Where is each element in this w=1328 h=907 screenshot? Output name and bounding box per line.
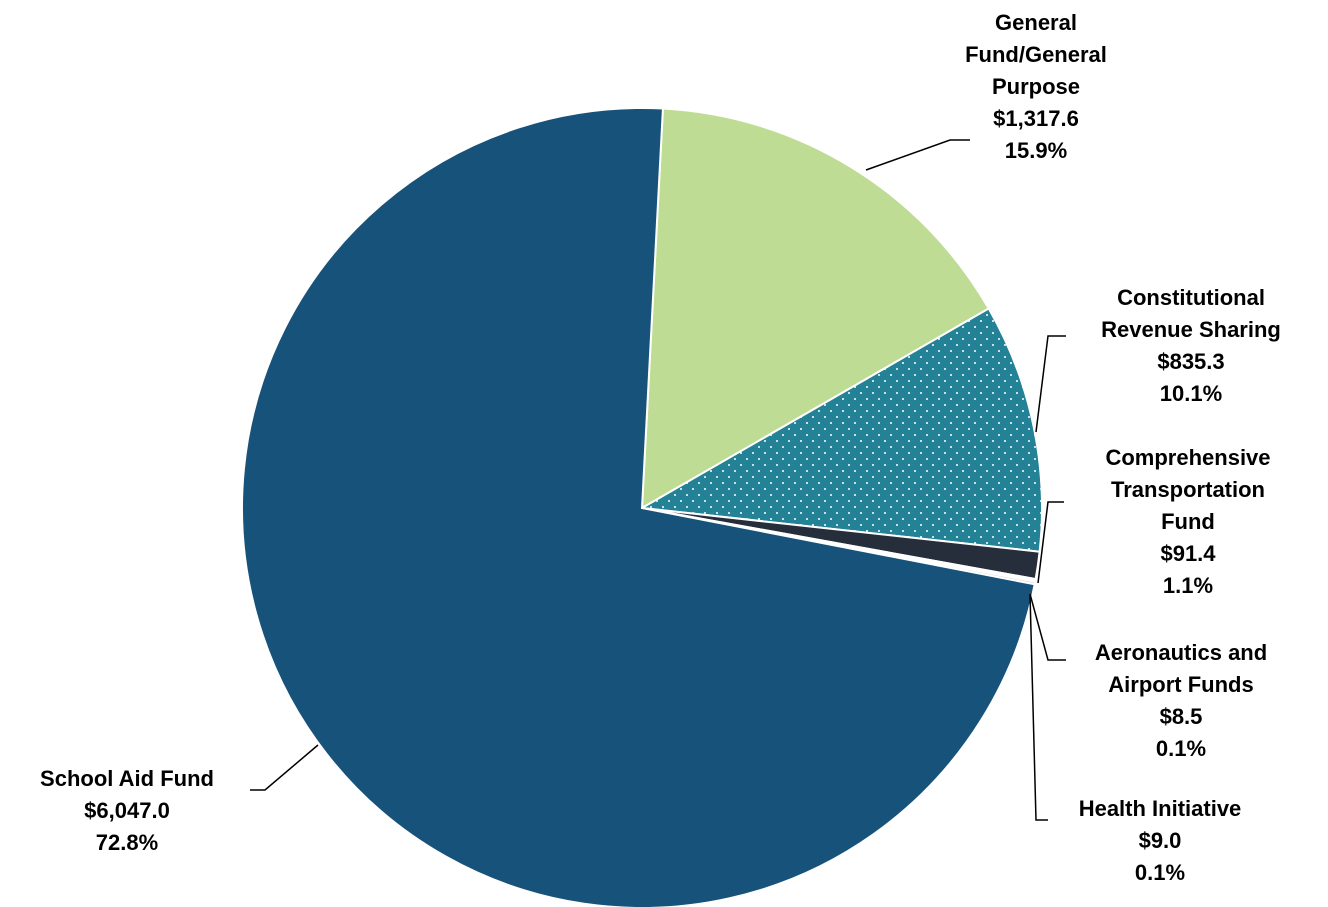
slice-name-label-aeronautics-and-airport-funds: Airport Funds [1108, 672, 1253, 697]
slice-name-label-health-initiative: Health Initiative [1079, 796, 1242, 821]
slice-name-label-general-fund-general-purpose: Fund/General [965, 42, 1107, 67]
pie-slices [240, 107, 1043, 907]
leader-line-constitutional-revenue-sharing [1035, 335, 1066, 433]
slice-name-label-comprehensive-transportation-fund: Comprehensive [1105, 445, 1270, 470]
slice-name-label-aeronautics-and-airport-funds: Aeronautics and [1095, 640, 1267, 665]
slice-name-label-general-fund-general-purpose: Purpose [992, 74, 1080, 99]
slice-name-label-comprehensive-transportation-fund: Transportation [1111, 477, 1265, 502]
slice-name-label-constitutional-revenue-sharing: Constitutional [1117, 285, 1265, 310]
pie-slice-general-fund-general-purpose [640, 107, 991, 510]
slice-percent-label-health-initiative: 0.1% [1135, 860, 1185, 885]
slice-name-label-general-fund-general-purpose: General [995, 10, 1077, 35]
leader-line-aeronautics-and-airport-funds [1029, 593, 1066, 661]
slice-percent-label-comprehensive-transportation-fund: 1.1% [1163, 573, 1213, 598]
slice-percent-label-school-aid-fund: 72.8% [96, 830, 158, 855]
slice-percent-label-general-fund-general-purpose: 15.9% [1005, 138, 1067, 163]
slice-value-label-health-initiative: $9.0 [1139, 828, 1182, 853]
slice-value-label-school-aid-fund: $6,047.0 [84, 798, 170, 823]
slice-value-label-comprehensive-transportation-fund: $91.4 [1160, 541, 1216, 566]
leader-line-health-initiative [1029, 593, 1048, 821]
slice-name-label-school-aid-fund: School Aid Fund [40, 766, 214, 791]
slice-name-label-comprehensive-transportation-fund: Fund [1161, 509, 1215, 534]
leader-lines [250, 139, 1066, 821]
slice-value-label-constitutional-revenue-sharing: $835.3 [1157, 349, 1224, 374]
slice-percent-label-constitutional-revenue-sharing: 10.1% [1160, 381, 1222, 406]
slice-labels: General Fund/General Purpose $1,317.6 15.9% C… [40, 10, 1281, 885]
leader-line-comprehensive-transportation-fund [1037, 501, 1064, 584]
slice-value-label-aeronautics-and-airport-funds: $8.5 [1160, 704, 1203, 729]
pie-slice-school-aid-fund [240, 107, 1036, 907]
slice-value-label-general-fund-general-purpose: $1,317.6 [993, 106, 1079, 131]
slice-percent-label-aeronautics-and-airport-funds: 0.1% [1156, 736, 1206, 761]
leader-line-general-fund-general-purpose [865, 139, 970, 171]
leader-line-school-aid-fund [250, 744, 319, 791]
slice-name-label-constitutional-revenue-sharing: Revenue Sharing [1101, 317, 1281, 342]
pie-slice-constitutional-revenue-sharing [638, 307, 1043, 553]
